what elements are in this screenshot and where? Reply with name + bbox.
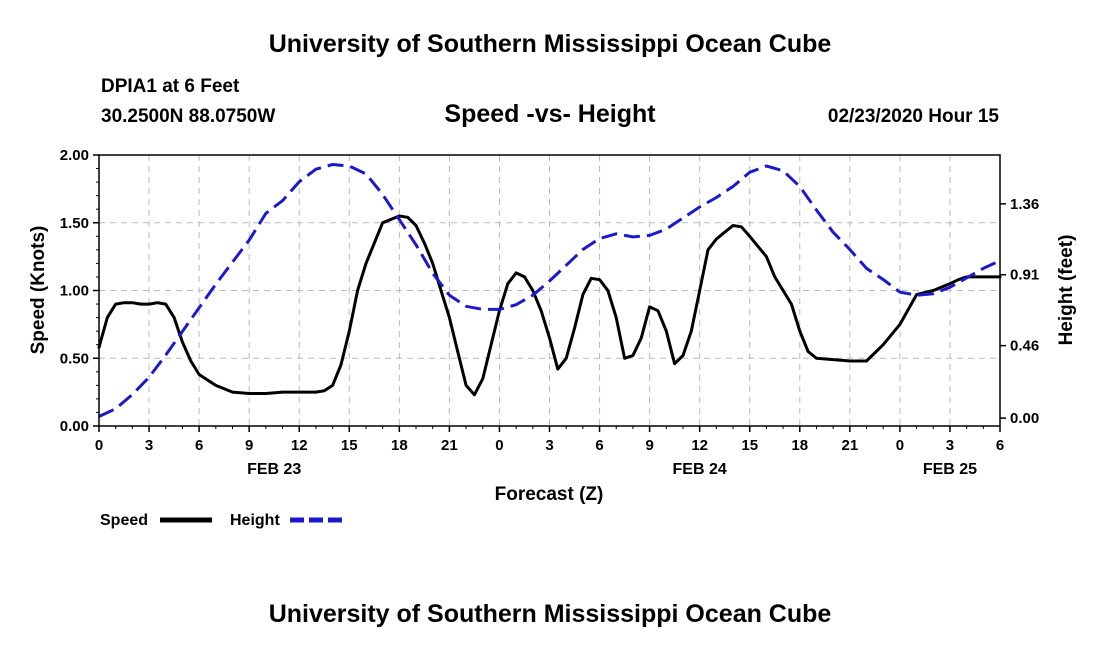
y-tick-label: 0.50: [60, 350, 89, 367]
x-tick-label: 18: [391, 437, 408, 454]
y-tick-label: 2.00: [60, 147, 89, 164]
x-tick-label: 15: [341, 437, 358, 454]
x-tick-label: 3: [145, 437, 153, 454]
x-tick-label: 6: [195, 437, 203, 454]
ticks-layer: 0 3 6 9 12 15 18 21 0 3 6 9 12 15 18 21 0 3 6 FEB 23 FEB 24 F…: [60, 147, 1039, 478]
x-tick-label: 6: [595, 437, 603, 454]
date-label: FEB 23: [247, 461, 301, 478]
forecast-datetime: 02/23/2020 Hour 15: [827, 106, 999, 127]
x-tick-label: 3: [545, 437, 553, 454]
y-axis-label: Speed (Knots): [28, 226, 49, 355]
series-layer: [97, 163, 1002, 418]
x-tick-label: 6: [996, 437, 1004, 454]
x-tick-label: 15: [741, 437, 758, 454]
date-label: FEB 25: [923, 461, 977, 478]
footer-title: University of Southern Mississippi Ocean…: [268, 600, 832, 628]
x-tick-label: 12: [691, 437, 708, 454]
x-tick-label: 21: [841, 437, 858, 454]
y2-tick-label: 0.46: [1010, 338, 1039, 355]
station-coords: 30.2500N 88.0750W: [101, 106, 276, 127]
x-tick-label: 12: [291, 437, 308, 454]
chart-title: Speed -vs- Height: [444, 100, 656, 128]
grid-layer: [99, 155, 1000, 426]
y-tick-label: 1.00: [60, 283, 89, 300]
page-title: University of Southern Mississippi Ocean…: [268, 30, 832, 58]
x-tick-label: 18: [791, 437, 808, 454]
y-tick-label: 1.50: [60, 215, 89, 232]
x-tick-label: 9: [245, 437, 253, 454]
series-line-height: [98, 163, 1001, 418]
y2-tick-label: 0.91: [1010, 267, 1039, 284]
x-tick-label: 9: [645, 437, 653, 454]
y-tick-label: 0.00: [60, 418, 89, 435]
legend-speed-label: Speed: [100, 512, 148, 529]
x-tick-label: 0: [495, 437, 503, 454]
x-tick-label: 0: [95, 437, 103, 454]
x-tick-label: 3: [946, 437, 954, 454]
series-line-speed: [97, 214, 1002, 397]
y2-axis-label: Height (feet): [1056, 235, 1077, 346]
x-axis-label: Forecast (Z): [495, 484, 604, 505]
legend: Speed Height: [100, 512, 342, 529]
y2-tick-label: 0.00: [1010, 410, 1039, 427]
station-label: DPIA1 at 6 Feet: [101, 76, 240, 97]
legend-height-label: Height: [230, 512, 280, 529]
x-tick-label: 0: [896, 437, 904, 454]
date-label: FEB 24: [673, 461, 727, 478]
x-tick-label: 21: [441, 437, 458, 454]
y2-tick-label: 1.36: [1010, 196, 1039, 213]
